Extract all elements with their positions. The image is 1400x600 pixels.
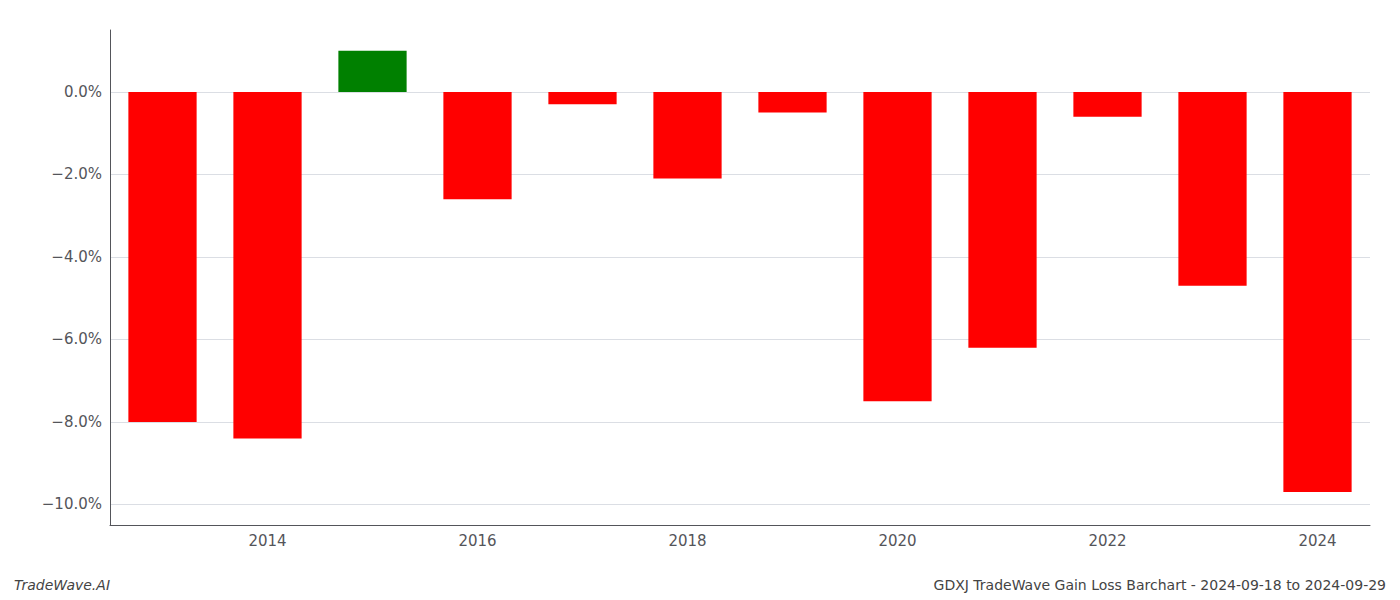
svg-text:2024: 2024 <box>1298 532 1336 550</box>
svg-text:−10.0%: −10.0% <box>42 495 102 513</box>
svg-text:0.0%: 0.0% <box>64 83 102 101</box>
svg-text:−6.0%: −6.0% <box>51 330 102 348</box>
svg-text:−4.0%: −4.0% <box>51 248 102 266</box>
svg-text:2018: 2018 <box>668 532 706 550</box>
svg-text:2016: 2016 <box>458 532 496 550</box>
svg-text:2020: 2020 <box>878 532 916 550</box>
svg-text:2014: 2014 <box>248 532 286 550</box>
svg-text:2022: 2022 <box>1088 532 1126 550</box>
svg-text:GDXJ TradeWave Gain Loss Barch: GDXJ TradeWave Gain Loss Barchart - 2024… <box>934 577 1386 593</box>
svg-text:−8.0%: −8.0% <box>51 413 102 431</box>
svg-text:−2.0%: −2.0% <box>51 165 102 183</box>
svg-text:TradeWave.AI: TradeWave.AI <box>14 577 110 593</box>
